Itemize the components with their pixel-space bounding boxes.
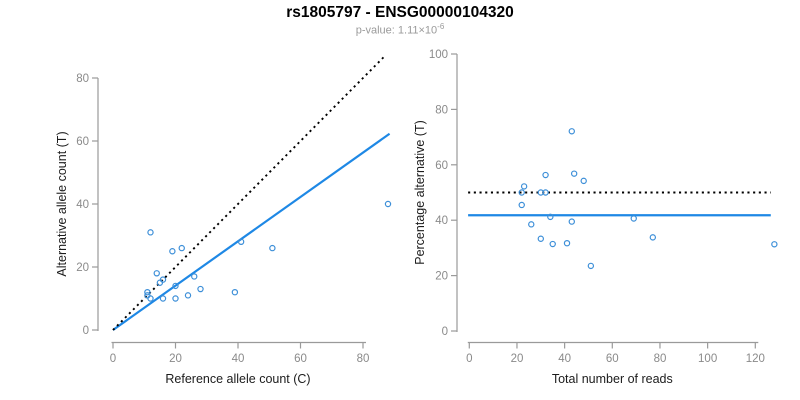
data-point [184, 292, 192, 299]
data-point [570, 170, 578, 177]
data-point [144, 289, 151, 296]
y-tick-label: 0 [442, 326, 448, 338]
x-tick-label: 100 [698, 353, 717, 365]
data-point [771, 241, 778, 248]
data-point [178, 244, 185, 252]
data-point [172, 282, 179, 290]
x-tick-label: 80 [357, 353, 370, 365]
left-scatter-plot: 0 20 40 60 80 0 20 40 60 80 Reference allele count… [55, 55, 392, 386]
y-tick-label: 60 [76, 136, 89, 148]
right-scatter-plot: 0 20 40 60 80 100 120 0 20 40 60 80 100 Total number … [413, 49, 778, 386]
y-axis-title: Alternative allele count (T) [55, 131, 69, 276]
y-tick-label: 40 [435, 215, 448, 227]
y-tick-label: 20 [435, 271, 448, 283]
x-tick-label: 20 [511, 353, 524, 365]
y-tick-label: 80 [76, 73, 89, 85]
data-point [630, 215, 637, 222]
x-tick-label: 60 [606, 353, 619, 365]
y-tick-label: 40 [76, 199, 89, 211]
fit-line [112, 132, 391, 331]
data-point [191, 273, 198, 280]
data-point [520, 183, 528, 190]
data-point [580, 177, 587, 185]
data-point [169, 248, 176, 255]
y-tick-label: 0 [83, 325, 89, 337]
data-point [159, 295, 167, 302]
data-point [518, 201, 525, 209]
data-point [649, 234, 657, 241]
data-point [147, 229, 154, 236]
y-tick-label: 60 [435, 160, 448, 172]
identity-line [112, 55, 386, 331]
data-point [542, 171, 549, 179]
plot-subtitle: p-value: 1.11×10-6 [0, 22, 800, 37]
data-point [563, 239, 571, 247]
x-tick-label: 60 [294, 353, 307, 365]
pvalue-text: p-value: 1.11×10 [355, 24, 438, 37]
data-point [147, 295, 154, 302]
x-axis-title: Reference allele count (C) [165, 372, 310, 386]
data-point [153, 270, 160, 277]
x-tick-label: 40 [232, 353, 245, 365]
data-point [568, 128, 575, 135]
x-tick-label: 20 [169, 353, 182, 365]
data-point [237, 238, 245, 245]
x-tick-label: 0 [466, 353, 472, 365]
x-tick-label: 0 [110, 353, 116, 365]
y-tick-label: 100 [429, 49, 448, 61]
x-tick-label: 80 [654, 353, 667, 365]
data-point [269, 244, 276, 252]
pvalue-exponent: -6 [437, 22, 445, 31]
y-tick-label: 20 [76, 262, 89, 274]
data-point [537, 235, 544, 242]
x-tick-label: 120 [746, 353, 765, 365]
data-point [172, 295, 179, 302]
data-point [549, 240, 556, 248]
data-point [547, 213, 554, 221]
data-point [197, 285, 204, 293]
data-point [518, 189, 525, 196]
x-tick-label: 40 [558, 353, 571, 365]
x-axis-title: Total number of reads [552, 372, 673, 386]
y-tick-label: 80 [435, 104, 448, 116]
data-point [231, 289, 239, 296]
y-axis-title: Percentage alternative (T) [413, 120, 427, 265]
data-point [159, 276, 167, 283]
data-point [542, 189, 549, 196]
data-point [587, 262, 595, 270]
data-point [568, 218, 575, 225]
plot-title: rs1805797 - ENSG00000104320 [286, 4, 514, 21]
data-point [528, 221, 535, 228]
data-point [384, 200, 392, 208]
